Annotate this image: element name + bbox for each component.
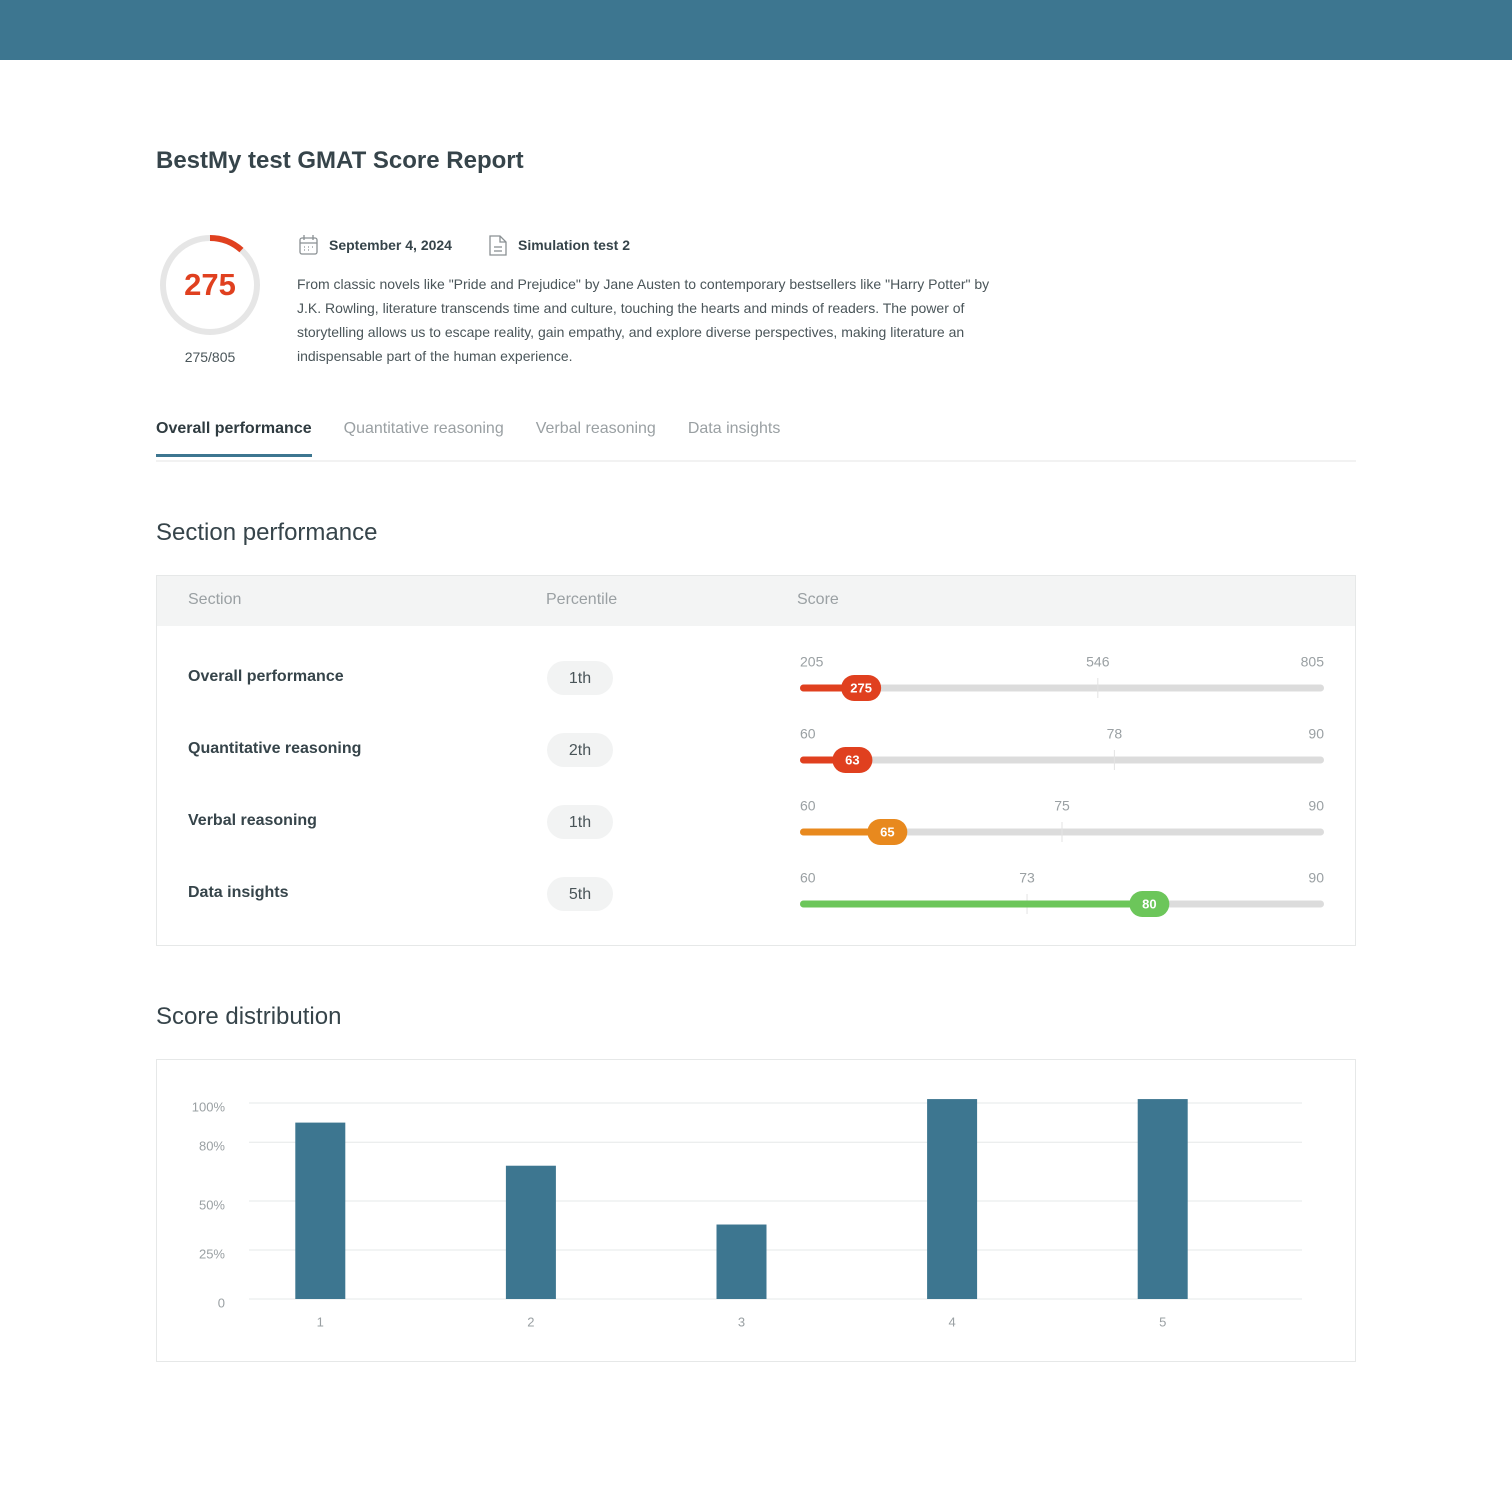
column-header: Score [797, 591, 839, 608]
slider-mid: 73 [1019, 870, 1035, 886]
slider-max: 90 [1308, 726, 1324, 742]
percentile-pill [547, 805, 613, 839]
tabs: Overall performance Quantitative reasonin… [156, 420, 780, 457]
y-tick-label: 50% [199, 1197, 225, 1212]
percentile-pill [547, 661, 613, 695]
slider-min: 60 [800, 870, 816, 886]
calendar-icon [299, 235, 318, 255]
score-label: 275/805 [184, 349, 236, 365]
column-header: Section [188, 591, 242, 608]
description: From classic novels like "Pride and Prej… [297, 276, 990, 364]
top-bar [0, 0, 1512, 60]
bar [716, 1224, 767, 1299]
x-tick-label: 1 [317, 1314, 324, 1329]
test-date: September 4, 2024 [329, 237, 452, 253]
score-bubble [841, 675, 882, 701]
y-tick-label: 0 [218, 1295, 225, 1310]
percentile-pill [547, 877, 613, 911]
section-title: Section performance [156, 519, 378, 546]
percentile: 1th [569, 670, 591, 687]
x-tick-label: 3 [738, 1314, 745, 1329]
bar [295, 1122, 346, 1299]
score-value: 65 [880, 824, 894, 839]
score-bubble [1129, 891, 1170, 917]
table-header [157, 576, 1355, 626]
tab[interactable]: Overall performance [156, 420, 312, 457]
score-value: 275 [850, 680, 872, 695]
test-name: Simulation test 2 [518, 237, 631, 253]
slider-max: 90 [1308, 870, 1324, 886]
tab[interactable]: Verbal reasoning [535, 420, 656, 437]
gauge-score: 275 [184, 267, 236, 302]
slider-mid: 78 [1107, 726, 1123, 742]
section-name: Data insights [188, 884, 289, 901]
percentile: 5th [569, 886, 591, 903]
slider-track [800, 684, 1324, 692]
y-tick-label: 80% [199, 1139, 225, 1154]
section-name: Overall performance [188, 668, 344, 685]
slider-fill [800, 900, 1150, 908]
slider-mid: 546 [1086, 654, 1110, 670]
percentile: 1th [569, 814, 591, 831]
percentile-pill [547, 733, 613, 767]
slider-track [800, 756, 1324, 764]
document-icon [489, 235, 507, 256]
score-bubble [867, 819, 908, 845]
tab[interactable]: Data insights [687, 420, 781, 437]
gauge-arc [209, 235, 244, 253]
score-value: 80 [1142, 896, 1156, 911]
bar [1137, 1099, 1188, 1299]
slider-fill [800, 828, 888, 836]
score-bubble [832, 747, 873, 773]
slider-max: 805 [1301, 654, 1325, 670]
slider-max: 90 [1308, 798, 1324, 814]
percentile: 2th [569, 742, 591, 759]
column-header: Percentile [546, 591, 618, 608]
x-tick-label: 2 [527, 1314, 534, 1329]
slider-min: 60 [800, 798, 816, 814]
slider-mid: 75 [1054, 798, 1070, 814]
section-name: Quantitative reasoning [188, 740, 362, 757]
score-value: 63 [845, 752, 859, 767]
slider-min: 205 [800, 654, 824, 670]
y-tick-label: 25% [199, 1246, 225, 1261]
y-tick-label: 100% [192, 1099, 226, 1114]
bar [927, 1099, 978, 1299]
tab[interactable]: Quantitative reasoning [343, 420, 504, 437]
x-tick-label: 4 [948, 1314, 955, 1329]
bar [505, 1165, 556, 1299]
chart-title: Score distribution [156, 1003, 342, 1030]
x-tick-label: 5 [1159, 1314, 1166, 1329]
page-title: BestMy test GMAT Score Report [156, 147, 524, 174]
slider-min: 60 [800, 726, 816, 742]
section-name: Verbal reasoning [188, 812, 317, 829]
